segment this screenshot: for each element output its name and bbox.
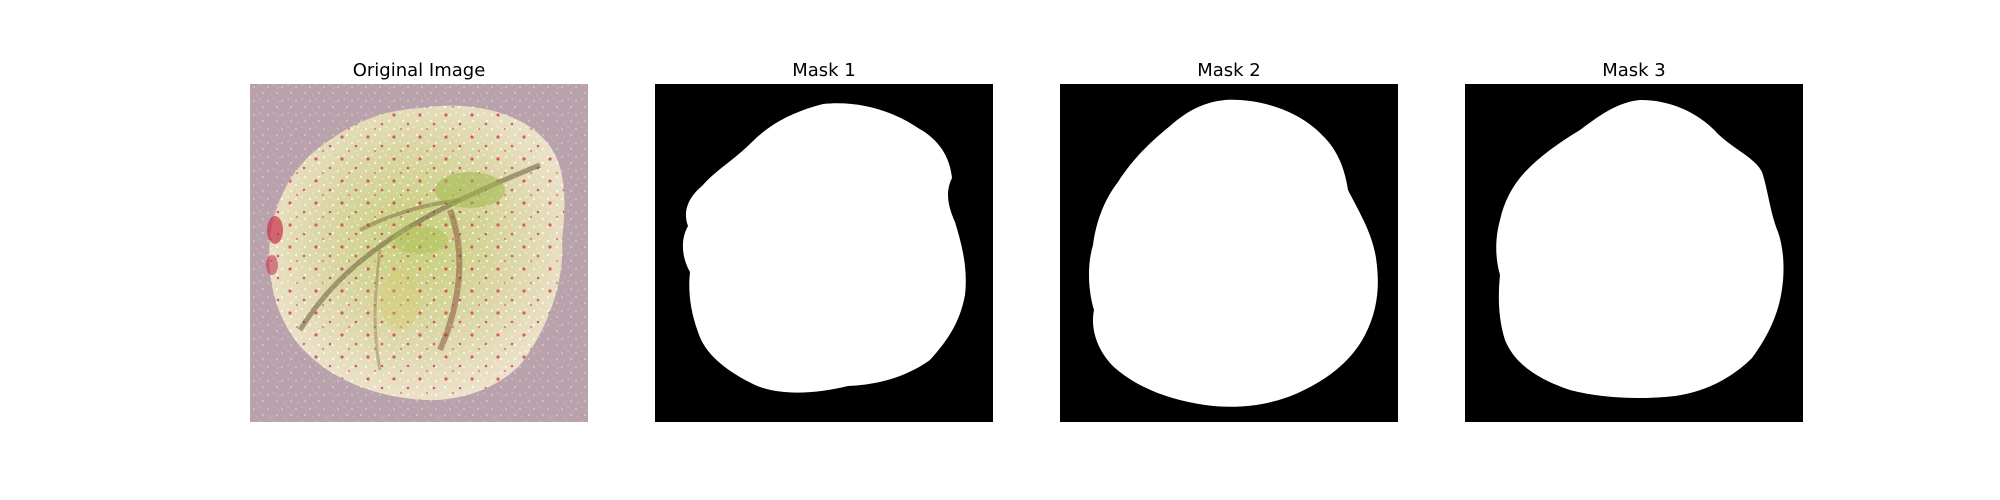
panel-title: Mask 3: [1602, 60, 1666, 81]
mask-region: [1088, 99, 1378, 407]
panel-title: Mask 1: [792, 60, 856, 81]
panel-title: Mask 2: [1197, 60, 1261, 81]
original-photo: [250, 84, 588, 422]
panel-original-image: Original Image: [250, 60, 588, 422]
mask-region: [1496, 100, 1784, 398]
panel-title: Original Image: [353, 60, 486, 81]
panel-mask-3: Mask 3: [1465, 60, 1803, 422]
panel-mask-1: Mask 1: [655, 60, 993, 422]
panel-mask-2: Mask 2: [1060, 60, 1398, 422]
mask-region: [682, 103, 966, 393]
leaf-shape: [266, 105, 565, 401]
